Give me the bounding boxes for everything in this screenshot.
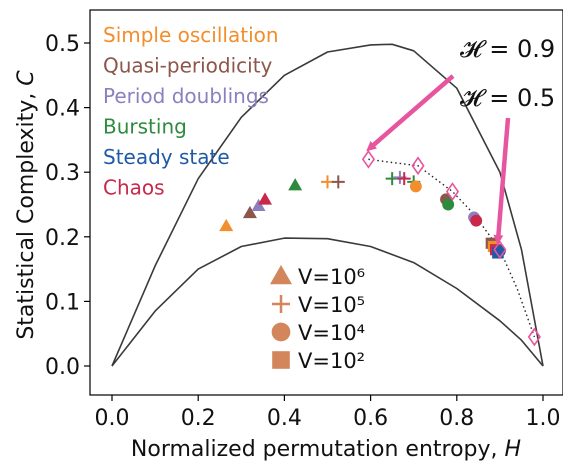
data-point bbox=[470, 214, 483, 227]
upper-bound-line bbox=[111, 43, 544, 367]
diamond-marker bbox=[445, 182, 460, 201]
diamond-marker bbox=[411, 156, 425, 176]
axes-layer: 0.0 0.2 0.4 0.6 0.8 1.0 0.0 0.1 0.2 0.3 0.4 0.5 Norm… bbox=[14, 32, 561, 462]
dotted-curve bbox=[368, 158, 536, 338]
y-tick-label: 0.2 bbox=[45, 226, 80, 251]
x-tick-label: 0.2 bbox=[181, 406, 216, 431]
legend-marker-circle bbox=[271, 322, 291, 342]
legend-category-label: Period doublings bbox=[103, 84, 269, 108]
data-point bbox=[409, 180, 422, 193]
x-tick-label: 0.6 bbox=[353, 406, 388, 431]
data-point bbox=[219, 218, 234, 232]
annotation-layer: 𝓗 = 0.9 𝓗 = 0.5 bbox=[366, 35, 555, 245]
y-tick-label: 0.4 bbox=[45, 97, 80, 122]
legend-layer: Simple oscillation Quasi-periodicity Perio… bbox=[103, 23, 365, 373]
legend-marker-label: V=10⁵ bbox=[298, 293, 365, 317]
data-point bbox=[331, 175, 345, 189]
data-point bbox=[442, 198, 455, 211]
y-axis-label: Statistical Complexity, C bbox=[14, 70, 39, 340]
x-tick-label: 0.4 bbox=[267, 406, 302, 431]
legend-category-label: Quasi-periodicity bbox=[103, 54, 273, 78]
legend-marker-label: V=10² bbox=[298, 349, 365, 373]
annotation-arrow bbox=[366, 74, 455, 152]
x-tick-label: 0.8 bbox=[439, 406, 474, 431]
legend-marker-triangle bbox=[270, 265, 292, 285]
x-tick-label: 0.0 bbox=[95, 406, 130, 431]
diamond-marker bbox=[361, 149, 376, 169]
bounds-layer bbox=[111, 43, 544, 367]
diamond-marker bbox=[527, 327, 541, 347]
data-point bbox=[288, 178, 303, 191]
x-axis-label: Normalized permutation entropy, H bbox=[131, 437, 521, 462]
x-tick-label: 1.0 bbox=[526, 406, 561, 431]
legend-category-label: Simple oscillation bbox=[103, 23, 279, 47]
legend-marker-label: V=10⁴ bbox=[298, 321, 365, 345]
annotation-label: 𝓗 = 0.5 bbox=[460, 84, 555, 112]
legend-category-label: Bursting bbox=[103, 115, 187, 139]
data-point bbox=[242, 205, 257, 219]
data-point bbox=[385, 172, 399, 186]
legend-marker-plus bbox=[272, 295, 290, 313]
data-point bbox=[251, 198, 266, 212]
annotation-arrow bbox=[493, 117, 511, 245]
data-point bbox=[397, 172, 411, 186]
y-tick-label: 0.1 bbox=[45, 290, 80, 315]
data-point bbox=[258, 192, 273, 205]
annotation-label: 𝓗 = 0.9 bbox=[460, 35, 555, 63]
legend-marker-square bbox=[272, 351, 290, 369]
diamond-marker bbox=[493, 240, 507, 260]
dotted-curve-layer bbox=[368, 158, 536, 338]
points-layer bbox=[219, 170, 506, 259]
lower-bound-line bbox=[111, 237, 544, 367]
plot-frame bbox=[89, 9, 563, 396]
legend-category-label: Steady state bbox=[103, 145, 230, 169]
y-tick-label: 0.0 bbox=[45, 355, 80, 380]
legend-category-label: Chaos bbox=[103, 176, 165, 200]
legend-marker-label: V=10⁶ bbox=[298, 265, 365, 289]
diamond-layer bbox=[361, 149, 541, 347]
y-tick-label: 0.5 bbox=[45, 32, 80, 57]
y-tick-label: 0.3 bbox=[45, 161, 80, 186]
